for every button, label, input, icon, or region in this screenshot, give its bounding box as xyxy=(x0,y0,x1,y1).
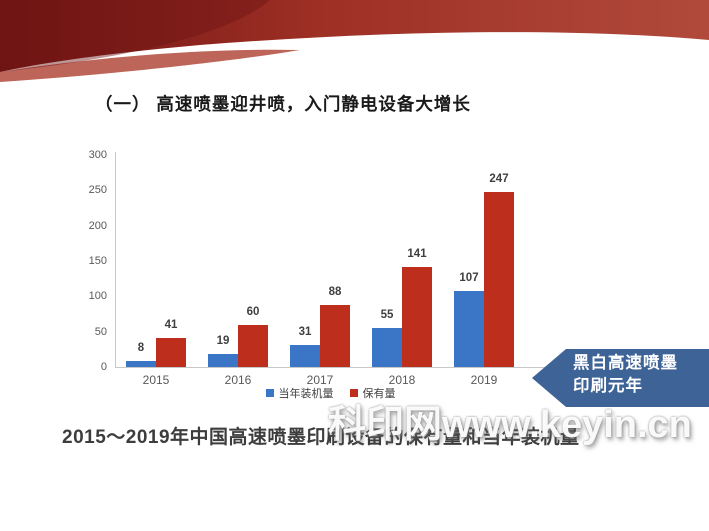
slide-title: （一） 高速喷墨迎井喷，入门静电设备大增长 xyxy=(95,94,471,114)
chart-caption: 2015～2019年中国高速喷墨印刷设备的保有量和当年装机量 xyxy=(62,427,580,448)
y-tick-label: 50 xyxy=(94,325,107,338)
legend-item-owned: 保有量 xyxy=(349,385,396,401)
swoosh-main-band xyxy=(0,0,709,72)
callout-banner-text: 黑白高速喷墨 印刷元年 xyxy=(573,352,678,398)
x-tick-label: 2016 xyxy=(224,373,252,387)
y-tick-label: 0 xyxy=(100,361,107,373)
legend-label: 保有量 xyxy=(362,388,396,400)
bar-installed-2016 xyxy=(208,354,238,367)
y-tick-label: 300 xyxy=(88,149,107,161)
bar-value-label: 8 xyxy=(137,342,145,354)
bar-value-label: 55 xyxy=(380,309,394,321)
callout-arrow-banner xyxy=(532,349,709,407)
callout-line2: 印刷元年 xyxy=(573,377,643,395)
bar-installed-2019 xyxy=(454,291,484,367)
bar-owned-2019 xyxy=(484,192,514,367)
bar-value-label: 88 xyxy=(328,286,342,298)
legend-swatch-red xyxy=(349,389,358,397)
y-axis-line xyxy=(115,152,116,367)
keyin-watermark: 科印网www.keyin.cn xyxy=(328,404,692,446)
y-tick-label: 250 xyxy=(88,184,107,197)
swoosh-under-curve xyxy=(0,49,300,82)
bar-value-label: 60 xyxy=(246,306,260,318)
callout-line1: 黑白高速喷墨 xyxy=(573,354,678,372)
arrow-left-shape xyxy=(532,349,709,407)
bar-value-label: 247 xyxy=(489,173,509,185)
bar-owned-2016 xyxy=(238,325,268,367)
bar-owned-2017 xyxy=(320,305,350,367)
x-tick-label: 2015 xyxy=(142,373,170,387)
bar-owned-2018 xyxy=(402,267,432,367)
x-axis-line xyxy=(115,367,545,368)
chart-legend: 当年装机量 保有量 xyxy=(115,385,546,401)
top-red-swoosh xyxy=(0,0,709,82)
x-tick-label: 2018 xyxy=(388,373,416,387)
y-tick-label: 200 xyxy=(88,219,107,232)
bar-value-label: 141 xyxy=(407,248,427,260)
bar-installed-2017 xyxy=(290,345,320,367)
bar-value-label: 31 xyxy=(298,326,312,338)
y-tick-label: 100 xyxy=(88,290,107,303)
bar-installed-2018 xyxy=(372,328,402,367)
x-tick-label: 2019 xyxy=(470,373,498,387)
bar-installed-2015 xyxy=(126,361,156,367)
bar-value-label: 107 xyxy=(459,272,479,284)
bar-owned-2015 xyxy=(156,338,186,367)
legend-label: 当年装机量 xyxy=(278,388,334,400)
x-tick-label: 2017 xyxy=(306,373,334,387)
bar-value-label: 19 xyxy=(216,335,230,347)
legend-swatch-blue xyxy=(265,389,274,397)
swoosh-dark-overlay xyxy=(0,0,270,72)
bar-value-label: 41 xyxy=(164,319,178,331)
legend-item-installed: 当年装机量 xyxy=(265,385,334,401)
y-tick-label: 150 xyxy=(88,255,107,267)
